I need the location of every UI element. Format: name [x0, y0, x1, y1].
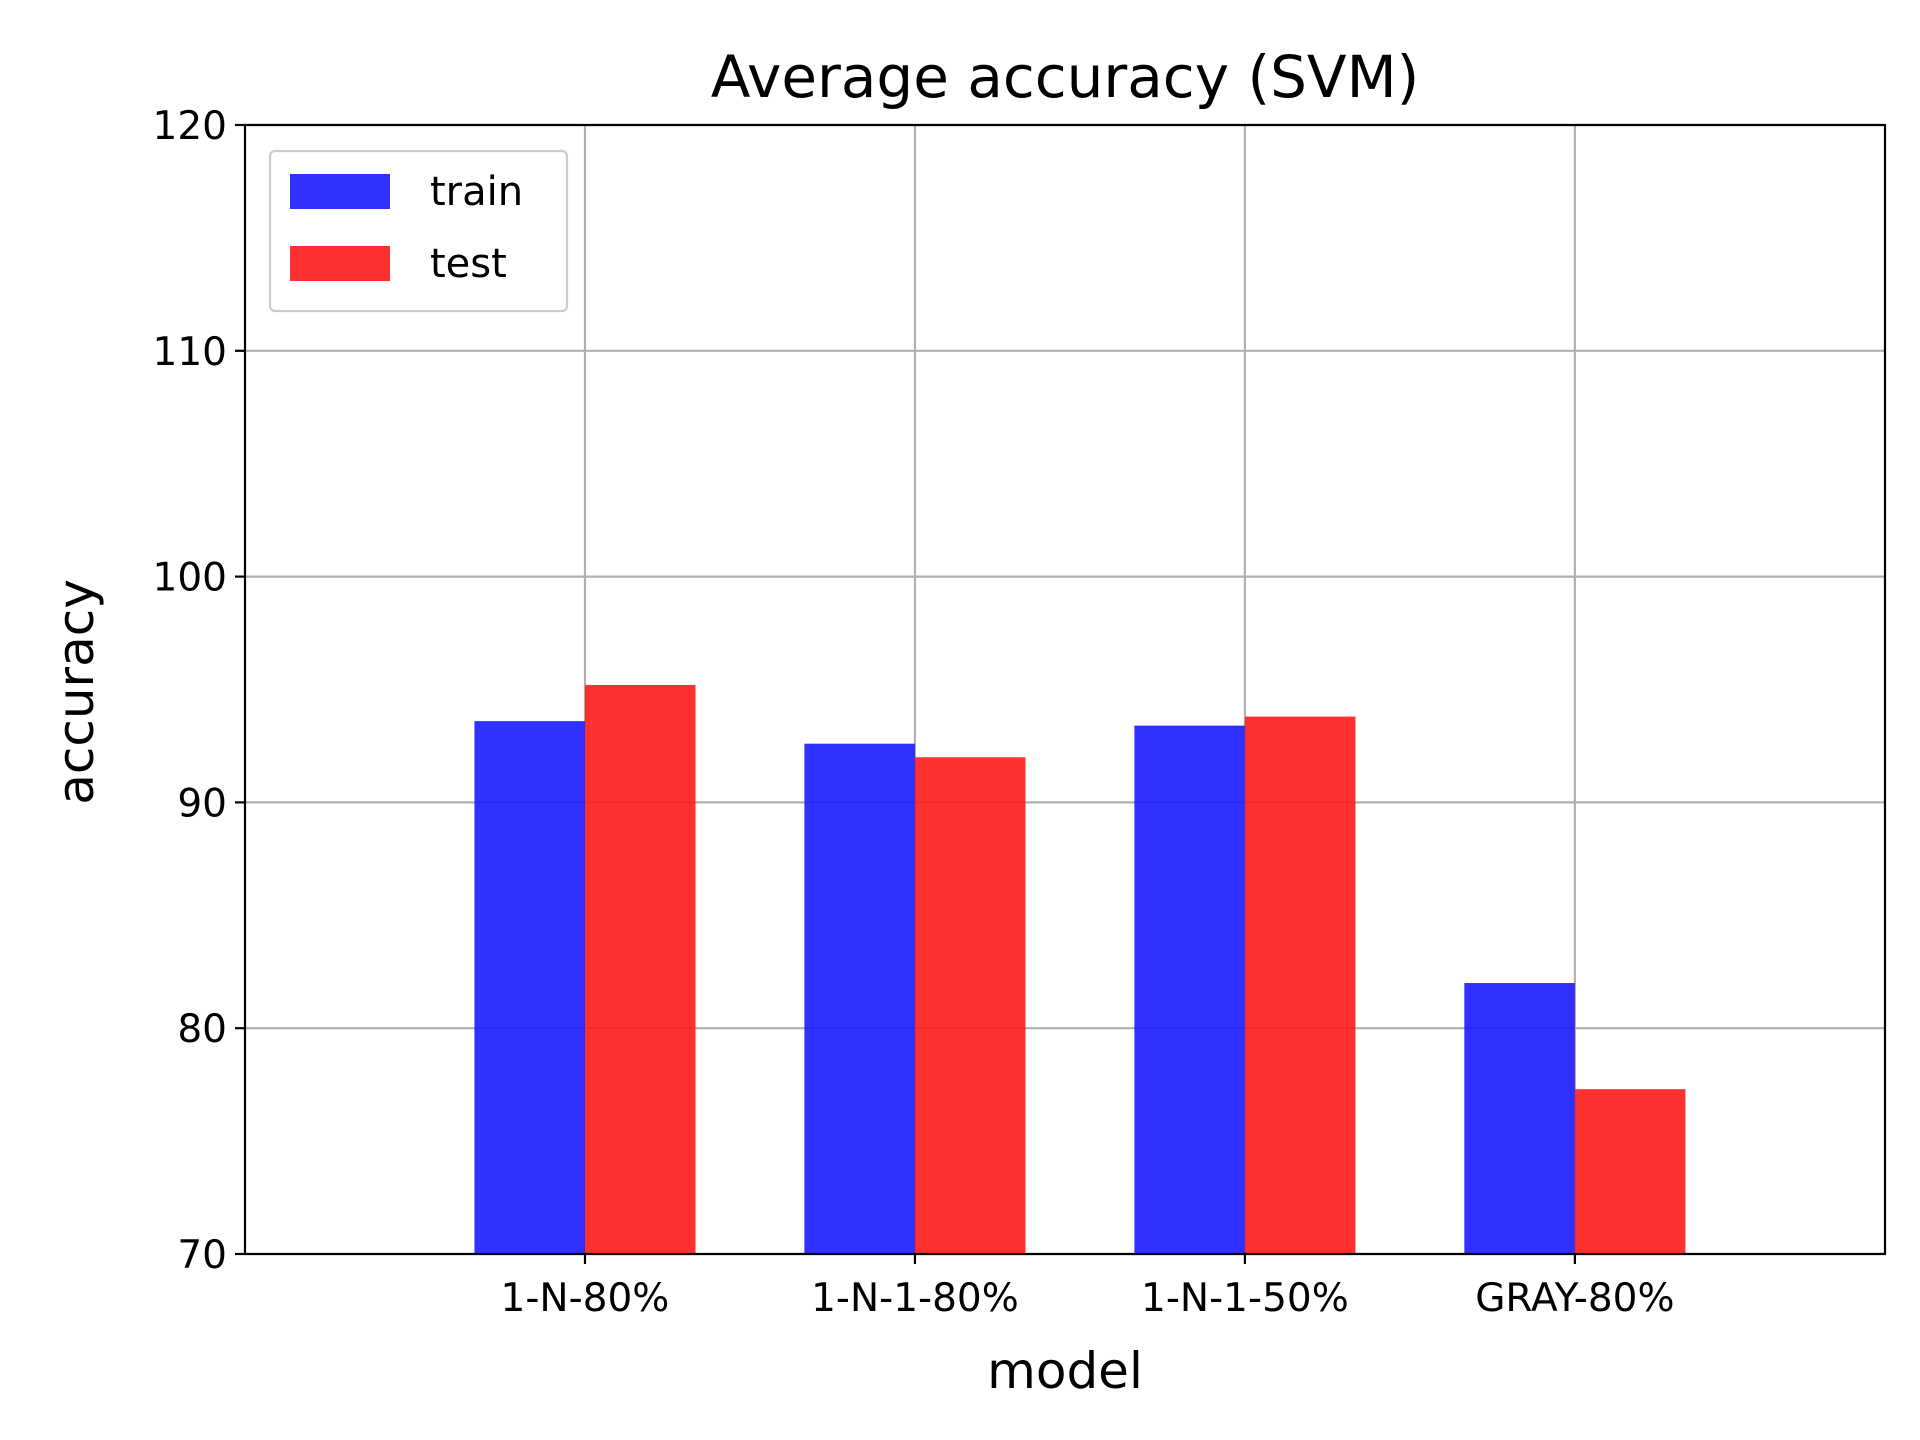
chart-title: Average accuracy (SVM)	[711, 43, 1420, 111]
x-tick-label: 1-N-1-80%	[811, 1276, 1019, 1321]
y-tick-label: 70	[177, 1233, 227, 1278]
bar-test-1	[914, 757, 1026, 1254]
y-tick-label: 110	[153, 330, 227, 375]
y-tick-label: 90	[177, 781, 227, 826]
x-axis-title: model	[987, 1342, 1143, 1400]
bar-train-0	[474, 721, 585, 1254]
y-tick-label: 100	[153, 556, 227, 601]
bar-train-1	[804, 743, 915, 1254]
x-tick-label: GRAY-80%	[1475, 1276, 1674, 1321]
bar-test-0	[584, 684, 696, 1254]
y-axis-title: accuracy	[47, 579, 105, 805]
ticks-layer: 70 80 90 100 110 120 1-N-80% 1-N-1-80% 1-N-1-50%…	[153, 104, 1675, 1321]
legend-label-train: train	[430, 169, 523, 215]
x-tick-label: 1-N-80%	[501, 1276, 670, 1321]
legend: train test	[268, 149, 569, 313]
y-tick-label: 80	[177, 1007, 227, 1052]
bar-test-2	[1244, 716, 1356, 1254]
bar-train-2	[1134, 725, 1245, 1254]
plot-frame	[243, 123, 1887, 1256]
bar-test-3	[1574, 1089, 1686, 1254]
legend-label-test: test	[430, 241, 507, 287]
legend-swatch-test	[290, 246, 390, 281]
x-tick-label: 1-N-1-50%	[1141, 1276, 1349, 1321]
bars-layer	[474, 684, 1686, 1254]
legend-swatch-train	[290, 174, 390, 209]
y-tick-label: 120	[153, 104, 227, 149]
bar-train-3	[1464, 983, 1575, 1254]
